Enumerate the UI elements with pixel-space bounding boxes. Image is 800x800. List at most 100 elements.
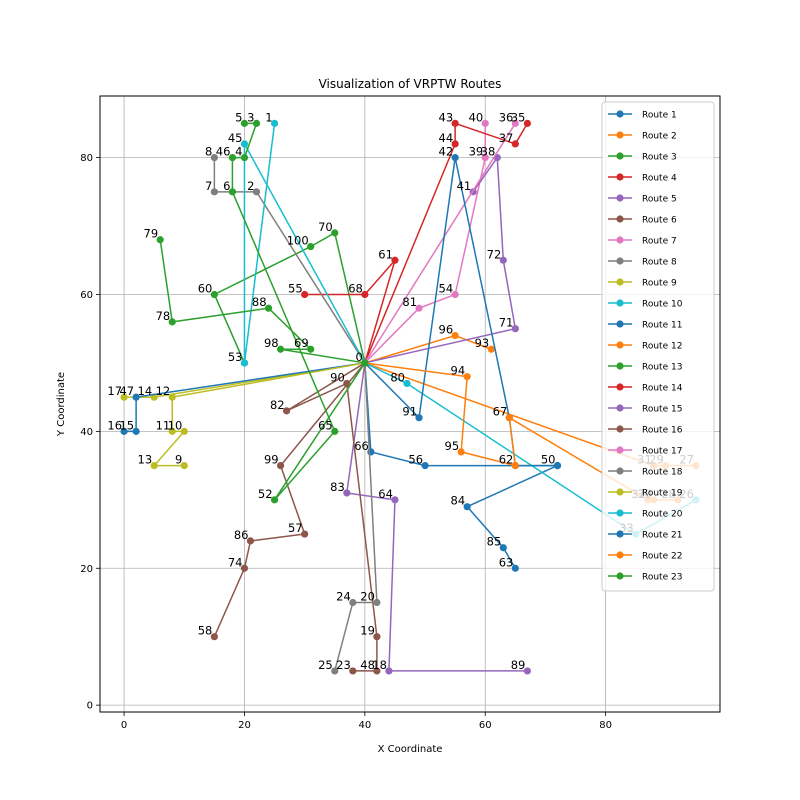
node-label: 40 [469,110,484,124]
legend-swatch-marker [616,530,624,538]
route-line [231,122,366,501]
legend-label: Route 18 [642,468,683,478]
node-label: 71 [499,316,514,330]
route-point [361,290,369,299]
route-point [511,325,519,333]
legend-label: Route 16 [642,426,683,436]
legend-label: Route 17 [642,447,682,457]
route-point [264,304,273,312]
legend-swatch-marker [616,299,624,307]
legend-item: Route 11 [608,320,682,331]
node-label: 66 [354,439,369,453]
node-label: 99 [264,453,279,467]
legend-label: Route 15 [642,405,682,415]
legend-item: Route 2 [608,131,677,142]
legend-item: Route 1 [608,110,677,121]
route-point [421,462,429,470]
route-point [481,154,489,162]
legend-swatch-marker [616,131,624,139]
legend-swatch-marker [616,152,624,160]
route-line [304,259,396,364]
route-point [391,496,399,504]
legend-label: Route 11 [642,321,682,331]
node-label: 8 [205,145,212,159]
node-label: 50 [541,453,556,467]
legend-item: Route 16 [608,425,683,436]
route-point [349,598,357,607]
route-point [283,407,291,415]
node-label: 52 [258,487,273,501]
route-point [180,427,188,435]
route-point [487,345,495,353]
node-label: 11 [156,418,171,432]
node-label: 74 [228,555,243,569]
node-label: 68 [348,281,363,295]
node-label: 44 [439,131,454,145]
legend-swatch-marker [616,383,624,391]
node-label: 19 [360,624,375,638]
route-point [385,667,393,675]
legend-item: Route 9 [608,278,677,289]
route-point [210,633,218,641]
route-point [391,256,399,264]
node-label: 38 [481,145,496,159]
legend-item: Route 5 [608,194,677,205]
node-label: 35 [511,110,526,124]
legend-item: Route 18 [608,467,683,478]
legend-item: Route 19 [608,488,683,499]
legend-swatch-marker [616,278,624,286]
route-point [331,427,339,435]
legend-label: Route 22 [642,552,682,562]
x-tick-label: 60 [479,720,492,731]
node-label: 14 [138,384,153,398]
route-point [180,462,188,470]
node-label: 4 [235,145,242,159]
route-point [150,462,158,470]
node-label: 93 [475,336,490,350]
node-label: 70 [318,220,333,234]
route-point [240,154,249,162]
legend-label: Route 14 [642,384,683,394]
route-line [124,362,365,433]
route-point [415,414,423,422]
node-label: 18 [372,658,387,672]
route-point [361,359,369,367]
route-point [505,414,513,422]
legend-swatch-marker [616,320,624,328]
route-point [499,544,507,552]
legend-item: Route 13 [608,362,682,373]
route-point [168,318,176,326]
x-tick-label: 80 [599,720,612,731]
legend-swatch-marker [616,110,624,118]
route-point [331,667,339,675]
route-point [523,667,531,675]
node-label: 57 [288,521,303,535]
node-label: 91 [402,405,417,419]
route-point [307,345,315,353]
node-label: 24 [336,589,351,603]
legend-label: Route 10 [642,300,683,310]
node-label: 36 [499,110,514,124]
route-point [276,462,285,470]
node-label: 54 [439,281,454,295]
legend-label: Route 8 [642,258,677,268]
route-point [228,188,237,196]
route-line [364,157,558,467]
y-axis-label: Y Coordinate [56,372,67,437]
route-point [331,229,339,237]
legend-label: Route 7 [642,237,677,247]
node-label: 53 [228,350,243,364]
route-point [481,119,489,127]
legend-swatch-marker [616,404,624,412]
x-axis-label: X Coordinate [378,744,443,755]
legend-swatch-marker [616,257,624,265]
legend-label: Route 19 [642,489,683,499]
route-point [301,530,309,538]
legend-item: Route 15 [608,404,682,415]
legend-swatch-marker [616,509,624,517]
route-point [349,667,357,675]
node-label: 72 [487,247,502,261]
node-label: 80 [390,370,405,384]
x-tick-label: 0 [121,720,127,731]
